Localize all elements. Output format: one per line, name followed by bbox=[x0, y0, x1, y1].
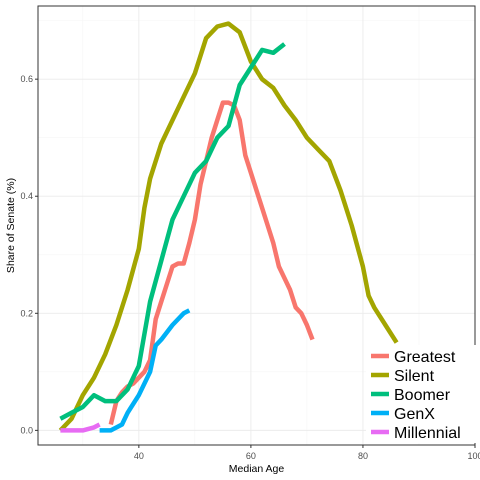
legend-label: Greatest bbox=[394, 349, 456, 366]
x-axis-ticks: 40 60 80 100 bbox=[134, 445, 480, 461]
legend-label: GenX bbox=[394, 406, 435, 423]
legend-label: Millennial bbox=[394, 425, 461, 442]
legend-item-greatest: Greatest bbox=[371, 349, 456, 366]
legend: Greatest Silent Boomer GenX Millennial bbox=[366, 345, 476, 443]
x-axis-title: Median Age bbox=[229, 463, 285, 475]
y-tick-label: 0.2 bbox=[20, 308, 33, 318]
series-line-millennial bbox=[60, 422, 101, 433]
x-tick-label: 60 bbox=[246, 451, 256, 461]
y-tick-label: 0.0 bbox=[20, 425, 33, 435]
x-tick-label: 80 bbox=[358, 451, 368, 461]
y-tick-label: 0.6 bbox=[20, 74, 33, 84]
series-line-genx bbox=[99, 308, 191, 433]
legend-item-silent: Silent bbox=[371, 368, 435, 385]
legend-label: Boomer bbox=[394, 387, 451, 404]
x-tick-label: 40 bbox=[134, 451, 144, 461]
series-line-silent bbox=[58, 21, 399, 432]
legend-label: Silent bbox=[394, 368, 435, 385]
plot-border bbox=[37, 5, 476, 446]
x-tick-label: 100 bbox=[467, 451, 480, 461]
y-axis-ticks: 0.0 0.2 0.4 0.6 bbox=[20, 74, 38, 435]
y-tick-label: 0.4 bbox=[20, 191, 33, 201]
series-line-boomer bbox=[59, 42, 286, 421]
legend-item-genx: GenX bbox=[371, 406, 435, 423]
y-axis-title: Share of Senate (%) bbox=[5, 178, 17, 273]
series-lines bbox=[58, 21, 399, 433]
series-line-greatest bbox=[108, 100, 315, 426]
legend-item-boomer: Boomer bbox=[371, 387, 451, 404]
legend-item-millennial: Millennial bbox=[371, 425, 461, 442]
